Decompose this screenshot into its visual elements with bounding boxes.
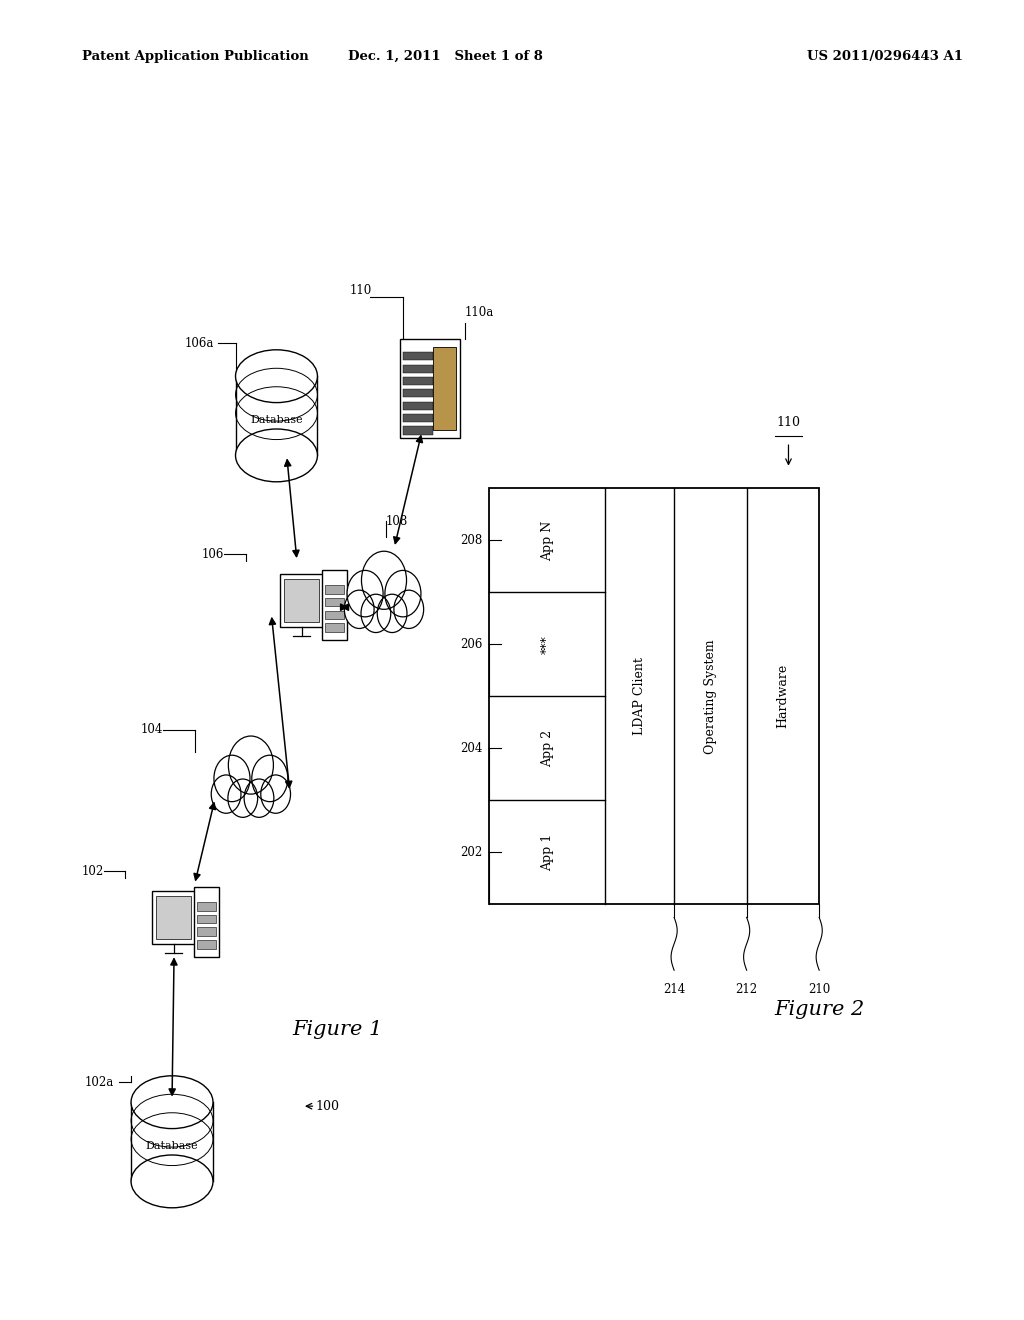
Text: App 2: App 2 [541,730,554,767]
Circle shape [228,779,258,817]
Text: App N: App N [541,520,554,561]
Circle shape [228,737,273,795]
Circle shape [377,594,407,632]
Text: 204: 204 [460,742,482,755]
Text: 212: 212 [735,983,758,997]
Text: ***: *** [541,635,554,653]
Text: 106a: 106a [184,337,214,350]
Circle shape [394,590,424,628]
Circle shape [347,570,383,616]
Circle shape [361,594,391,632]
Bar [433,347,456,430]
Bar [403,364,433,372]
Text: App 1: App 1 [541,834,554,871]
Bar [198,928,216,936]
Bar [285,579,318,622]
Bar [326,623,344,632]
Bar [195,887,219,957]
Circle shape [385,570,421,616]
Bar [403,352,433,360]
Text: 110a: 110a [465,306,495,319]
Bar [403,414,433,422]
Bar [236,376,317,455]
Text: Figure 2: Figure 2 [774,1001,864,1019]
Text: 206: 206 [460,638,482,651]
Bar [400,339,460,438]
Text: Hardware: Hardware [776,664,790,729]
Text: Figure 1: Figure 1 [293,1020,383,1039]
Circle shape [261,775,291,813]
Text: 102: 102 [82,865,104,878]
Text: Database: Database [145,1140,199,1151]
Text: 104: 104 [140,723,163,737]
Bar [326,611,344,619]
Text: Operating System: Operating System [703,639,717,754]
Text: Dec. 1, 2011   Sheet 1 of 8: Dec. 1, 2011 Sheet 1 of 8 [348,50,543,63]
Circle shape [344,590,374,628]
Text: 110: 110 [776,416,801,429]
Circle shape [361,552,407,610]
Bar [403,401,433,409]
Bar [281,574,323,627]
Ellipse shape [236,350,317,403]
Text: 202: 202 [460,846,482,859]
Bar [153,891,195,944]
Text: 214: 214 [663,983,685,997]
Text: 110: 110 [349,284,372,297]
Bar [326,585,344,594]
Text: 108: 108 [386,515,409,528]
Text: 100: 100 [315,1100,339,1113]
Bar [157,896,190,939]
Bar [326,598,344,606]
Circle shape [211,775,241,813]
Text: Patent Application Publication: Patent Application Publication [82,50,308,63]
Ellipse shape [131,1076,213,1129]
Circle shape [214,755,250,801]
Text: Database: Database [250,414,303,425]
Text: 106: 106 [202,548,224,561]
Bar [403,426,433,434]
Circle shape [244,779,273,817]
Bar [198,915,216,923]
Bar [489,488,819,904]
Text: 210: 210 [808,983,830,997]
Bar [323,570,347,640]
Text: 208: 208 [460,533,482,546]
Bar [198,940,216,949]
Bar [403,378,433,385]
Bar [131,1102,213,1181]
Bar [403,389,433,397]
Bar [198,902,216,911]
Text: LDAP Client: LDAP Client [633,657,646,735]
Text: 102a: 102a [85,1076,115,1089]
Ellipse shape [131,1155,213,1208]
Circle shape [252,755,288,801]
Text: US 2011/0296443 A1: US 2011/0296443 A1 [807,50,963,63]
Ellipse shape [236,429,317,482]
